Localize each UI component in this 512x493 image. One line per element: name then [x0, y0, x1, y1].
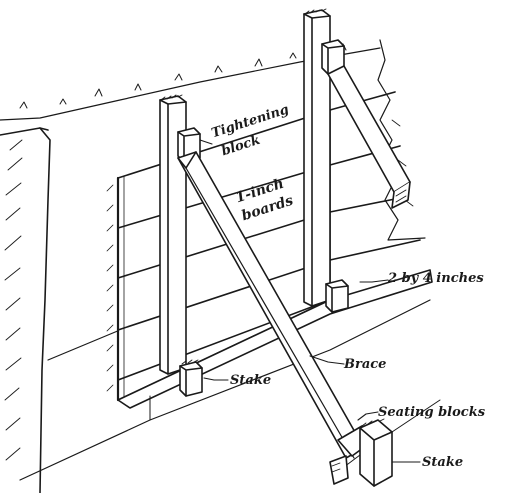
- right-upright: [303, 8, 331, 307]
- stake-left-drawing: [179, 359, 203, 397]
- stake-center-drawing: [325, 279, 349, 313]
- left-upright: [159, 94, 187, 375]
- label-stake-right: Stake: [422, 455, 464, 470]
- label-brace: Brace: [344, 357, 387, 372]
- seating-block-stake: [329, 418, 393, 487]
- label-stake-left: Stake: [230, 373, 272, 388]
- label-lumber-size: 2 by 4 inches: [388, 271, 484, 286]
- right-short-brace: [327, 65, 411, 209]
- label-seating-blocks: Seating blocks: [378, 405, 486, 420]
- label-leaders: [199, 139, 421, 463]
